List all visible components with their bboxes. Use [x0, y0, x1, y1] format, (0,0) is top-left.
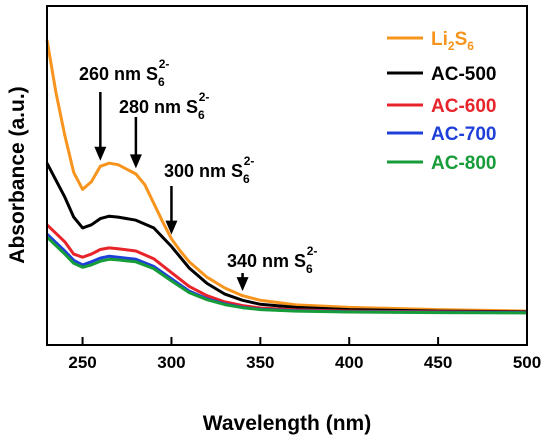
- series-line-4: [45, 236, 528, 315]
- series-line-0: [45, 39, 528, 313]
- legend-label-ac500: AC-500: [431, 64, 496, 85]
- annotation-arrow-head-260: [94, 146, 107, 161]
- x-tick-label-350: 350: [246, 353, 274, 372]
- x-tick-label-450: 450: [424, 353, 452, 372]
- annotation-arrows: [94, 92, 249, 292]
- y-axis-title: Absorbance (a.u.): [6, 86, 29, 263]
- series-layer: [45, 39, 528, 315]
- x-tick-label-400: 400: [335, 353, 363, 372]
- annotations: 260 nm S62- 280 nm S62- 300 nm S62- 340 …: [79, 57, 317, 276]
- x-axis-ticks: 250 300 350 400 450 500: [68, 337, 541, 372]
- legend: Li2S6 AC-500 AC-600 AC-700 AC-800: [387, 29, 496, 174]
- series-line-3: [45, 233, 528, 315]
- x-axis-title: Wavelength (nm): [203, 412, 371, 435]
- annotation-280: 280 nm S62-: [119, 90, 209, 122]
- annotation-arrow-head-300: [165, 220, 178, 235]
- annotation-300: 300 nm S62-: [164, 154, 254, 186]
- legend-label-ac600: AC-600: [431, 96, 496, 117]
- legend-label-li2s6: Li2S6: [431, 29, 474, 53]
- annotation-340: 340 nm S62-: [227, 244, 317, 276]
- annotation-arrow-head-280: [129, 154, 142, 169]
- annotation-arrow-head-340: [236, 277, 249, 292]
- plot-frame: [46, 5, 528, 346]
- x-tick-label-500: 500: [513, 353, 541, 372]
- legend-label-ac700: AC-700: [431, 124, 496, 145]
- legend-label-ac800: AC-800: [431, 153, 496, 174]
- annotation-260: 260 nm S62-: [79, 57, 169, 89]
- series-line-1: [45, 162, 528, 314]
- x-tick-label-300: 300: [157, 353, 185, 372]
- x-tick-label-250: 250: [68, 353, 96, 372]
